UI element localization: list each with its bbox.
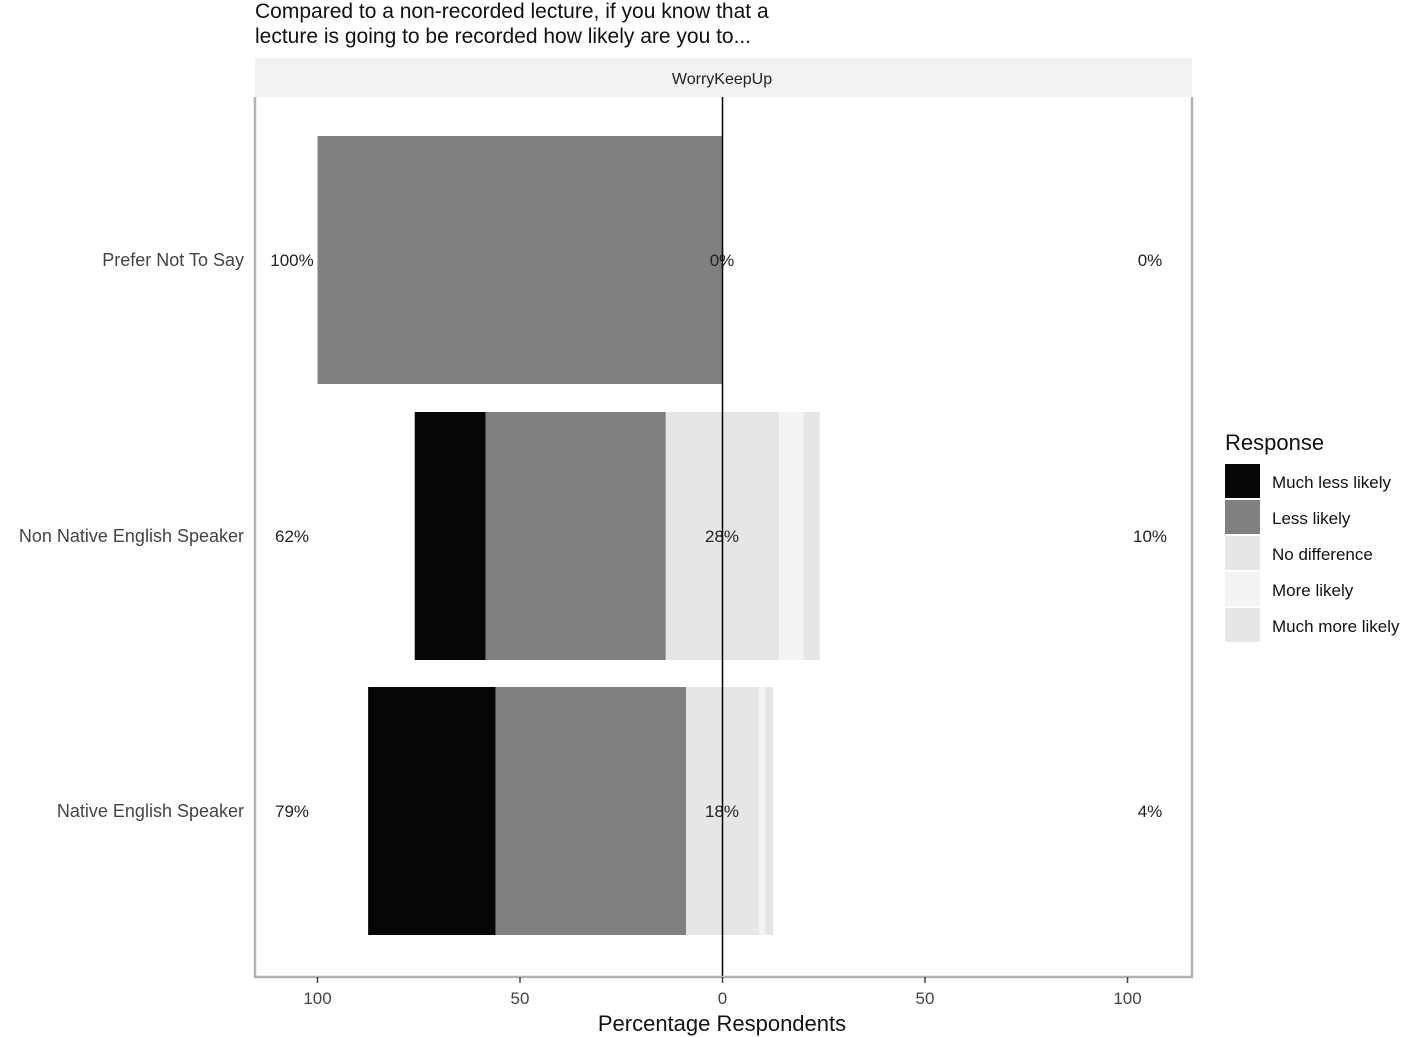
x-tick-label: 100 [303, 989, 331, 1008]
x-axis-title: Percentage Respondents [598, 1011, 846, 1036]
legend-label: Much more likely [1272, 617, 1400, 636]
category-label: Non Native English Speaker [19, 526, 244, 546]
bar-non-native-english-speaker-much-less-likely [414, 412, 486, 660]
pct-label-left: 79% [275, 802, 309, 821]
legend-key-much-more-likely [1225, 608, 1260, 642]
category-label: Prefer Not To Say [102, 250, 244, 270]
legend-label: More likely [1272, 581, 1354, 600]
legend-key-much-less-likely [1225, 464, 1260, 498]
bars-group [317, 136, 820, 935]
legend-key-less-likely [1225, 500, 1260, 534]
pct-label-right: 0% [1138, 251, 1163, 270]
chart-title-line-2: lecture is going to be recorded how like… [255, 25, 752, 48]
legend-key-no-difference [1225, 536, 1260, 570]
pct-label-right: 10% [1133, 527, 1167, 546]
pct-label-left: 62% [275, 527, 309, 546]
category-label: Native English Speaker [57, 801, 244, 821]
bar-native-english-speaker-much-less-likely [368, 687, 496, 935]
x-axis: 100 50 0 50 100 [303, 977, 1142, 1008]
legend: Response Much less likely Less likely No d… [1225, 430, 1400, 642]
pct-label-right: 4% [1138, 802, 1163, 821]
panel-border [253, 97, 1194, 979]
bar-prefer-not-to-say-less-likely [317, 136, 723, 384]
x-tick-label: 0 [718, 989, 727, 1008]
bar-non-native-english-speaker-more-likely [779, 412, 804, 660]
legend-title: Response [1225, 430, 1324, 455]
bar-native-english-speaker-more-likely [758, 687, 766, 935]
x-tick-label: 50 [916, 989, 935, 1008]
legend-label: No difference [1272, 545, 1373, 564]
chart-title-line-1: Compared to a non-recorded lecture, if y… [255, 0, 769, 23]
x-tick-label: 50 [511, 989, 530, 1008]
bar-native-english-speaker-much-more-likely [765, 687, 774, 935]
bar-native-english-speaker-less-likely [495, 687, 687, 935]
facet-label: WorryKeepUp [672, 71, 772, 88]
bar-non-native-english-speaker-less-likely [485, 412, 666, 660]
legend-key-more-likely [1225, 572, 1260, 606]
bar-non-native-english-speaker-much-more-likely [803, 412, 820, 660]
x-tick-label: 100 [1113, 989, 1141, 1008]
pct-label-left: 100% [270, 251, 313, 270]
legend-label: Much less likely [1272, 473, 1392, 492]
legend-label: Less likely [1272, 509, 1351, 528]
facet-strip [255, 58, 1192, 97]
